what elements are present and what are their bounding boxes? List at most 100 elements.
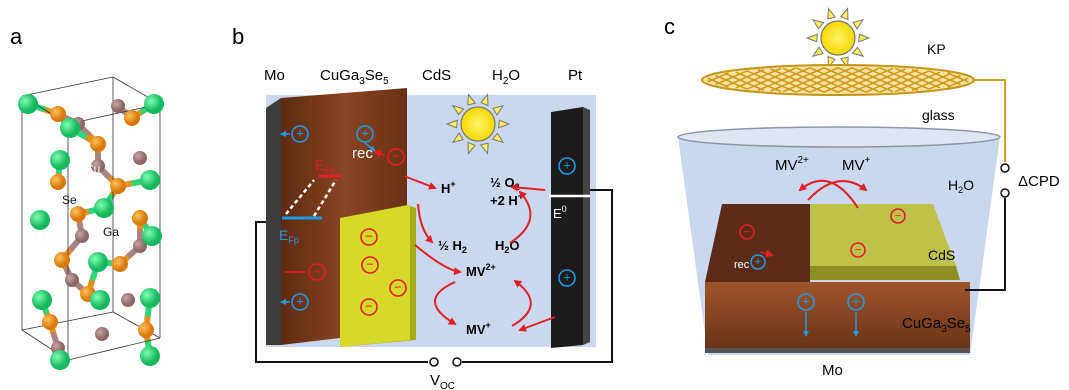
ga-atom	[140, 170, 160, 190]
sun-ray	[851, 46, 865, 58]
se-atom	[110, 178, 126, 194]
kp-grid-line	[809, 66, 867, 94]
kp-grid-line	[735, 71, 782, 93]
kp-grid-line	[735, 67, 782, 89]
cds-patch	[810, 204, 956, 266]
cu-atom	[95, 327, 109, 341]
hole-charge	[356, 125, 374, 143]
hole-charge	[291, 125, 309, 143]
ga-atom	[142, 226, 162, 246]
cpd-label: ΔCPD	[1018, 173, 1060, 190]
rec-arrow-red	[373, 149, 386, 158]
ga-atom	[60, 118, 80, 138]
electron-charge-symbol: −	[365, 229, 372, 244]
kp-label: KP	[927, 41, 946, 57]
panel-a-letter: a	[10, 24, 23, 49]
reaction-arrows-b	[403, 175, 556, 332]
cpd-terminal-bottom	[1000, 188, 1010, 198]
ga-atom	[18, 94, 38, 114]
se-atom	[50, 174, 66, 190]
cu-atom	[111, 99, 125, 113]
electron-charge-symbol: −	[365, 299, 372, 314]
hole-charge-c-symbol: +	[802, 294, 809, 309]
cds-label-c: CdS	[928, 247, 955, 263]
sun-ray	[827, 7, 837, 20]
kp-grid-line	[724, 68, 765, 88]
kp-grid-line	[837, 67, 894, 94]
electron-charge-symbol: −	[366, 257, 373, 272]
rec-arrow-blue	[364, 142, 376, 152]
ga-atom	[32, 290, 52, 310]
kp-grid-line	[911, 68, 952, 88]
electron-charge	[360, 298, 378, 316]
electron-charge	[387, 148, 405, 166]
voc-label: VOC	[430, 372, 455, 390]
electron-charge	[389, 279, 407, 297]
hole-charge	[291, 293, 309, 311]
sun-ray	[811, 18, 825, 30]
rec-label-b: rec	[352, 145, 373, 162]
sun-icon-c	[805, 7, 871, 69]
panel-c-letter: c	[664, 14, 675, 39]
rec-label-c: rec	[734, 259, 750, 271]
atom-label-ga: Ga	[103, 225, 119, 239]
se-atom	[138, 322, 154, 338]
sun-ray	[467, 141, 476, 155]
electron-charge-c	[850, 242, 866, 258]
ga-atom	[88, 252, 108, 272]
hole-charge-c-symbol: +	[852, 294, 859, 309]
kp-grid-line	[823, 67, 880, 94]
mv-label-b: MV+	[466, 320, 491, 337]
sun-ray	[479, 142, 489, 155]
header-h2o: H2O	[492, 67, 520, 87]
kp-grid-line	[928, 70, 961, 86]
electron-charge-c-symbol: −	[895, 210, 902, 222]
header-cds: CdS	[422, 67, 451, 84]
cugase-substrate-side	[705, 282, 970, 348]
cu-atom	[75, 229, 89, 243]
sun-ray	[445, 119, 458, 129]
sun-ray	[840, 7, 849, 21]
ga-atom	[94, 198, 114, 218]
hole-charge-symbol: +	[563, 158, 570, 173]
cu-atom	[65, 273, 79, 287]
kp-grid-line	[770, 66, 825, 92]
crystal-structure	[18, 76, 164, 370]
kp-grid-line	[865, 66, 919, 92]
h2o-right-label: H2O	[495, 238, 520, 255]
kp-grid-line	[947, 77, 969, 88]
ga-atom	[144, 94, 164, 114]
sun-ray	[491, 132, 505, 144]
kp-grid-line	[894, 67, 941, 89]
cu-atom	[133, 239, 147, 253]
hole-charge-symbol: +	[296, 126, 303, 141]
kp-grid-line	[879, 66, 930, 90]
kp-grid-line	[782, 66, 839, 93]
kp-grid-line	[757, 68, 811, 94]
kp-grid-line	[865, 68, 919, 94]
electron-charge-c	[739, 224, 755, 240]
cugase-top-exposed	[705, 204, 810, 282]
ga-atom	[30, 210, 50, 230]
cu-atom	[133, 151, 147, 165]
kp-grid-line	[757, 66, 811, 92]
hole-charge-c-symbol: +	[755, 256, 762, 268]
sun-disc	[820, 20, 856, 56]
ga-atom	[90, 290, 110, 310]
hole-charge-symbol: +	[563, 270, 570, 285]
header-cugase: CuGa3Se5	[320, 67, 389, 87]
hole-charge-symbol: +	[361, 126, 368, 141]
ga-atom	[140, 346, 160, 366]
efn-label: EFn	[315, 157, 335, 175]
rec-c-arrow	[759, 249, 774, 258]
sun-ray	[480, 93, 489, 107]
cu-atom	[121, 293, 135, 307]
h-plus-label: H+	[441, 179, 456, 196]
sun-ray	[467, 93, 477, 106]
sun-ray	[852, 18, 865, 30]
electron-charge-symbol: −	[313, 264, 320, 279]
sun-ray	[492, 104, 505, 116]
e0-label: E0	[553, 204, 567, 221]
sun-icon	[445, 93, 511, 155]
